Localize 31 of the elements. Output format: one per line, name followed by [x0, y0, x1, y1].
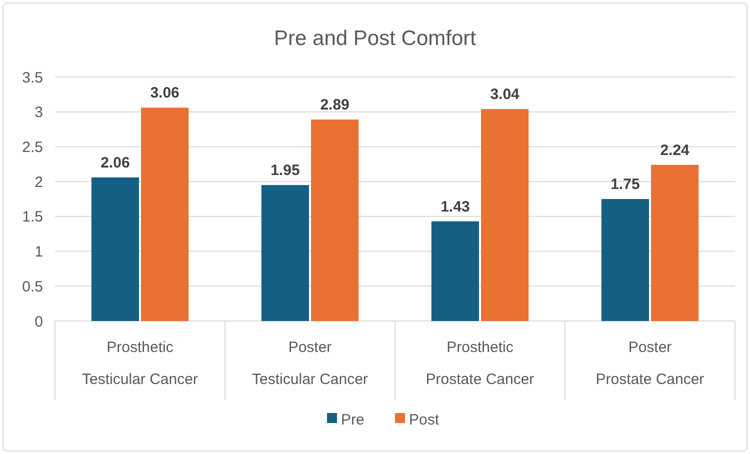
x-tick-label: Prosthetic Testicular Cancer — [82, 339, 198, 388]
bar — [91, 177, 139, 321]
bar — [601, 199, 649, 321]
y-tick-label: 3 — [34, 104, 43, 122]
x-tick-label: Poster Testicular Cancer — [252, 339, 368, 388]
y-tick-label: 1.5 — [22, 208, 43, 226]
bar — [481, 109, 529, 321]
x-tick-label: Prosthetic Prostate Cancer — [426, 339, 534, 388]
legend-label: Pre — [341, 411, 364, 428]
y-tick-label: 2.5 — [22, 138, 43, 156]
data-label: 3.04 — [490, 86, 520, 104]
bar — [651, 164, 699, 321]
x-tick-label: Poster Prostate Cancer — [596, 339, 704, 388]
bar — [311, 120, 359, 321]
chart-title: Pre and Post Comfort — [274, 27, 476, 50]
y-tick-label: 0 — [34, 313, 43, 330]
data-label: 1.95 — [270, 162, 300, 180]
y-tick-label: 2 — [34, 174, 43, 191]
y-tick-label: 0.5 — [22, 278, 43, 296]
data-label: 1.75 — [610, 176, 640, 193]
data-label: 2.06 — [100, 154, 130, 172]
data-label: 1.43 — [440, 198, 470, 216]
bar — [141, 108, 189, 321]
y-tick-label: 3.5 — [22, 69, 43, 86]
data-label: 2.24 — [660, 142, 690, 159]
legend-label: Post — [409, 411, 440, 428]
data-label: 2.89 — [320, 96, 350, 114]
bar — [431, 221, 479, 321]
y-tick-label: 1 — [34, 244, 43, 261]
bar — [261, 185, 309, 321]
data-label: 3.06 — [150, 84, 180, 102]
